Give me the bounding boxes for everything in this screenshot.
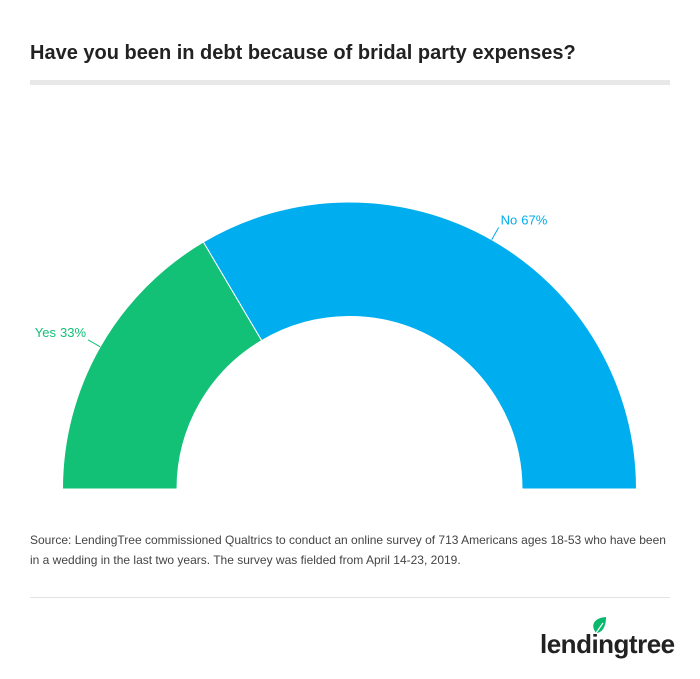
value-label: 33%: [60, 325, 86, 340]
source-note: Source: LendingTree commissioned Qualtri…: [30, 533, 666, 567]
leader-line: [87, 339, 101, 348]
slice-label: Yes 33%: [35, 325, 87, 340]
slice: [202, 201, 638, 490]
slice: [61, 241, 263, 490]
logo: lendingtree: [540, 617, 675, 659]
chart: Yes 33% No 67%: [35, 201, 638, 490]
footer-rule: [30, 597, 670, 598]
category-label: No: [501, 213, 518, 228]
category-label: Yes: [35, 325, 57, 340]
leader-line: [491, 227, 500, 240]
logo-leaf-vein: [595, 622, 604, 634]
logo-leaf: [593, 617, 606, 633]
value-label: 67%: [521, 213, 547, 228]
logo-text: lendingtree: [540, 629, 675, 659]
chart-title: Have you been in debt because of bridal …: [30, 42, 576, 64]
title-rule: [30, 80, 670, 85]
slice-label: No 67%: [501, 213, 548, 228]
